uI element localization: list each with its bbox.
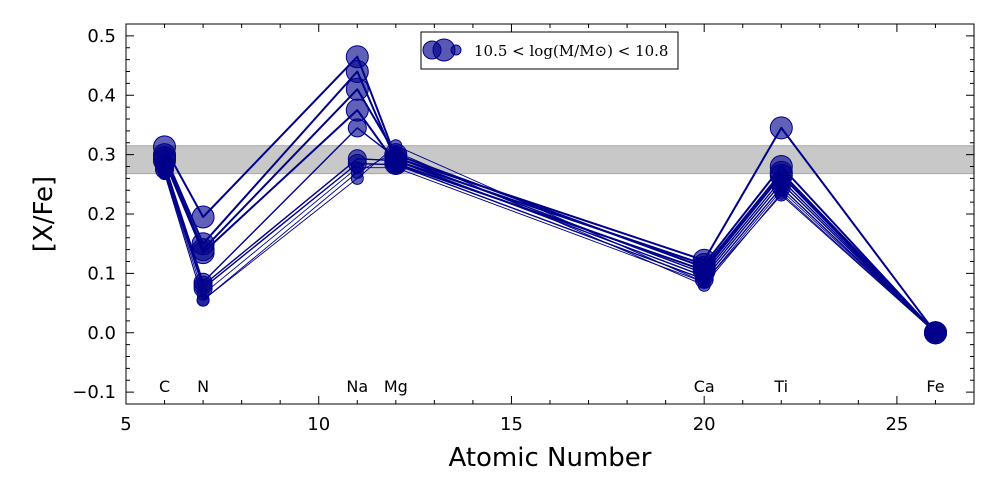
element-label: N	[197, 377, 209, 396]
series-7	[155, 154, 945, 343]
series-3	[153, 77, 947, 345]
element-label-layer: C N Na Mg Ca Ti Fe	[159, 377, 945, 396]
series-6	[155, 149, 945, 343]
y-tick-label: 0.5	[87, 26, 116, 47]
element-label: C	[159, 377, 170, 396]
data-point	[347, 118, 367, 138]
data-point	[345, 98, 369, 122]
element-label: Fe	[926, 377, 944, 396]
element-label: Na	[346, 377, 368, 396]
reference-band	[125, 145, 975, 175]
series-1	[153, 45, 947, 345]
x-tick-label: 10	[307, 414, 330, 435]
series-line	[163, 55, 937, 334]
data-point	[774, 188, 788, 202]
data-point	[350, 171, 364, 185]
series-10	[158, 139, 942, 340]
series-line	[163, 158, 936, 334]
x-axis-title: Atomic Number	[449, 443, 652, 473]
series-line	[163, 88, 937, 334]
y-tick-label: 0.4	[87, 85, 116, 106]
series-line	[163, 162, 936, 334]
data-point	[158, 167, 171, 181]
series-line	[164, 167, 936, 334]
data-point	[769, 116, 793, 140]
legend: 10.5 < log(M/M⊙) < 10.8	[420, 31, 679, 70]
data-point	[345, 77, 369, 101]
element-label: Mg	[384, 377, 408, 396]
element-label: Ti	[773, 377, 788, 396]
data-point	[389, 161, 403, 175]
series-8	[158, 161, 942, 340]
legend-box	[420, 31, 679, 70]
x-tick-label: 25	[885, 414, 908, 435]
x-tick-label: 5	[120, 414, 131, 435]
tick-layer: 5 10 15 20 25 0.5 0.4 0.3 0.2 0.1 0.0 −0.1	[72, 23, 975, 435]
element-label: Ca	[694, 377, 715, 396]
y-tick-label: 0.3	[87, 145, 116, 166]
reference-band-layer	[125, 145, 975, 175]
data-point	[929, 326, 942, 340]
series-2	[153, 60, 947, 345]
legend-label: 10.5 < log(M/M⊙) < 10.8	[474, 42, 668, 60]
y-tick-label: −0.1	[72, 382, 116, 403]
series-line	[163, 70, 937, 334]
y-tick-label: 0.0	[87, 323, 116, 344]
y-tick-label: 0.2	[87, 204, 116, 225]
x-tick-label: 15	[500, 414, 523, 435]
data-point	[389, 139, 403, 153]
series-layer	[153, 45, 947, 345]
data-point	[697, 275, 711, 289]
y-axis-title: [X/Fe]	[29, 176, 59, 252]
legend-marker-small	[450, 44, 462, 56]
data-point	[196, 293, 210, 307]
y-tick-label: 0.1	[87, 263, 116, 284]
x-tick-label: 20	[693, 414, 716, 435]
